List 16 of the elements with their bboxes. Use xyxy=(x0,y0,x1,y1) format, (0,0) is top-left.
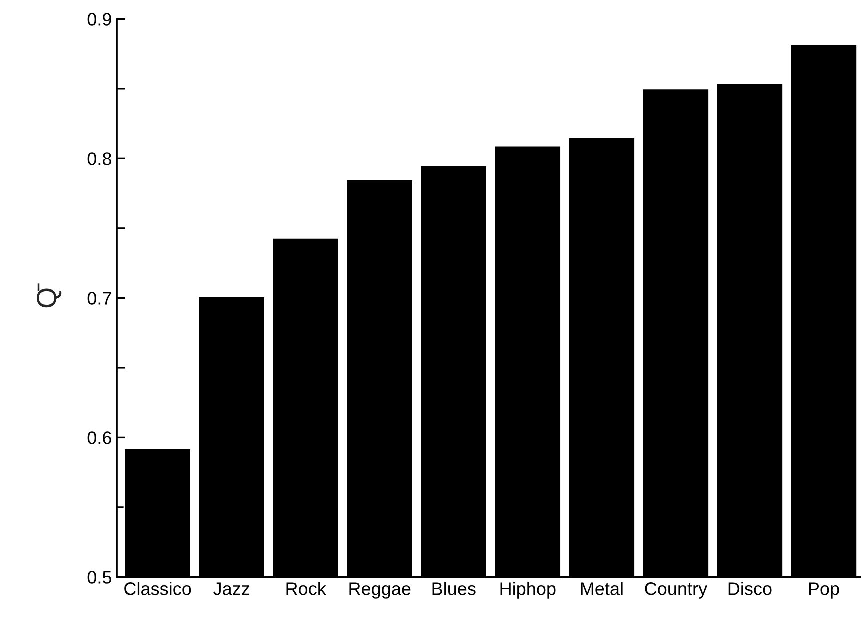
x-tick-label: Country xyxy=(645,582,708,599)
y-tick-label: 0.6 xyxy=(88,432,112,444)
x-tick-label: Rock xyxy=(286,582,326,596)
x-tick-label: Hiphop xyxy=(500,582,556,599)
x-tick-label: Blues xyxy=(432,582,476,596)
x-tick-label: Disco xyxy=(728,582,772,596)
x-tick-label: Reggae xyxy=(350,582,411,599)
x-tick-label: Pop xyxy=(809,582,840,599)
x-tick-label: Classico xyxy=(124,582,192,596)
x-tick-label: Metal xyxy=(581,582,623,596)
y-tick-label: 0.9 xyxy=(88,13,112,26)
x-tick-label: Jazz xyxy=(214,582,250,596)
y-tick-label: 0.8 xyxy=(88,152,112,166)
y-axis-title: Q̄ xyxy=(36,284,62,308)
y-tick-label: 0.7 xyxy=(88,292,112,305)
y-tick-label: 0.5 xyxy=(88,571,112,584)
